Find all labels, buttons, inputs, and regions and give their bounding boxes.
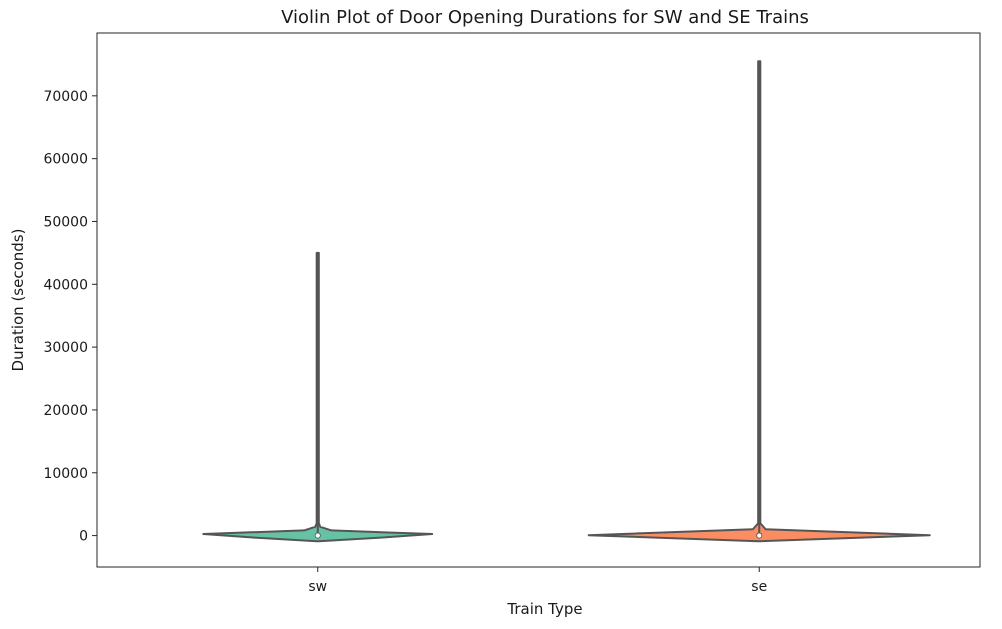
violin-median-se bbox=[756, 532, 763, 539]
x-tick-label-se: se bbox=[751, 579, 767, 595]
y-tick-label: 20000 bbox=[43, 403, 88, 419]
x-tick-label-sw: sw bbox=[308, 579, 327, 595]
violins-layer bbox=[202, 60, 931, 543]
x-axis-label: Train Type bbox=[506, 600, 582, 618]
y-axis: 0 10000 20000 30000 40000 50000 60000 70000 bbox=[43, 89, 97, 545]
chart-title: Violin Plot of Door Opening Durations fo… bbox=[281, 7, 809, 28]
y-tick-label: 0 bbox=[79, 529, 88, 545]
y-tick-label: 10000 bbox=[43, 466, 88, 482]
y-axis-label: Duration (seconds) bbox=[9, 229, 27, 372]
y-tick-label: 60000 bbox=[43, 152, 88, 168]
violin-median-sw bbox=[314, 532, 321, 539]
y-tick-label: 50000 bbox=[43, 214, 88, 230]
x-axis: sw se bbox=[308, 567, 767, 595]
y-tick-label: 40000 bbox=[43, 277, 88, 293]
plot-frame bbox=[96, 32, 981, 568]
y-tick-label: 70000 bbox=[43, 89, 88, 105]
y-tick-label: 30000 bbox=[43, 340, 88, 356]
